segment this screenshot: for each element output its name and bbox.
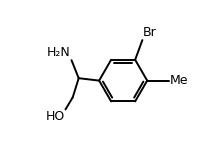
Text: HO: HO bbox=[46, 110, 65, 123]
Text: Br: Br bbox=[143, 26, 157, 39]
Text: Me: Me bbox=[170, 74, 188, 87]
Text: H₂N: H₂N bbox=[47, 46, 71, 59]
